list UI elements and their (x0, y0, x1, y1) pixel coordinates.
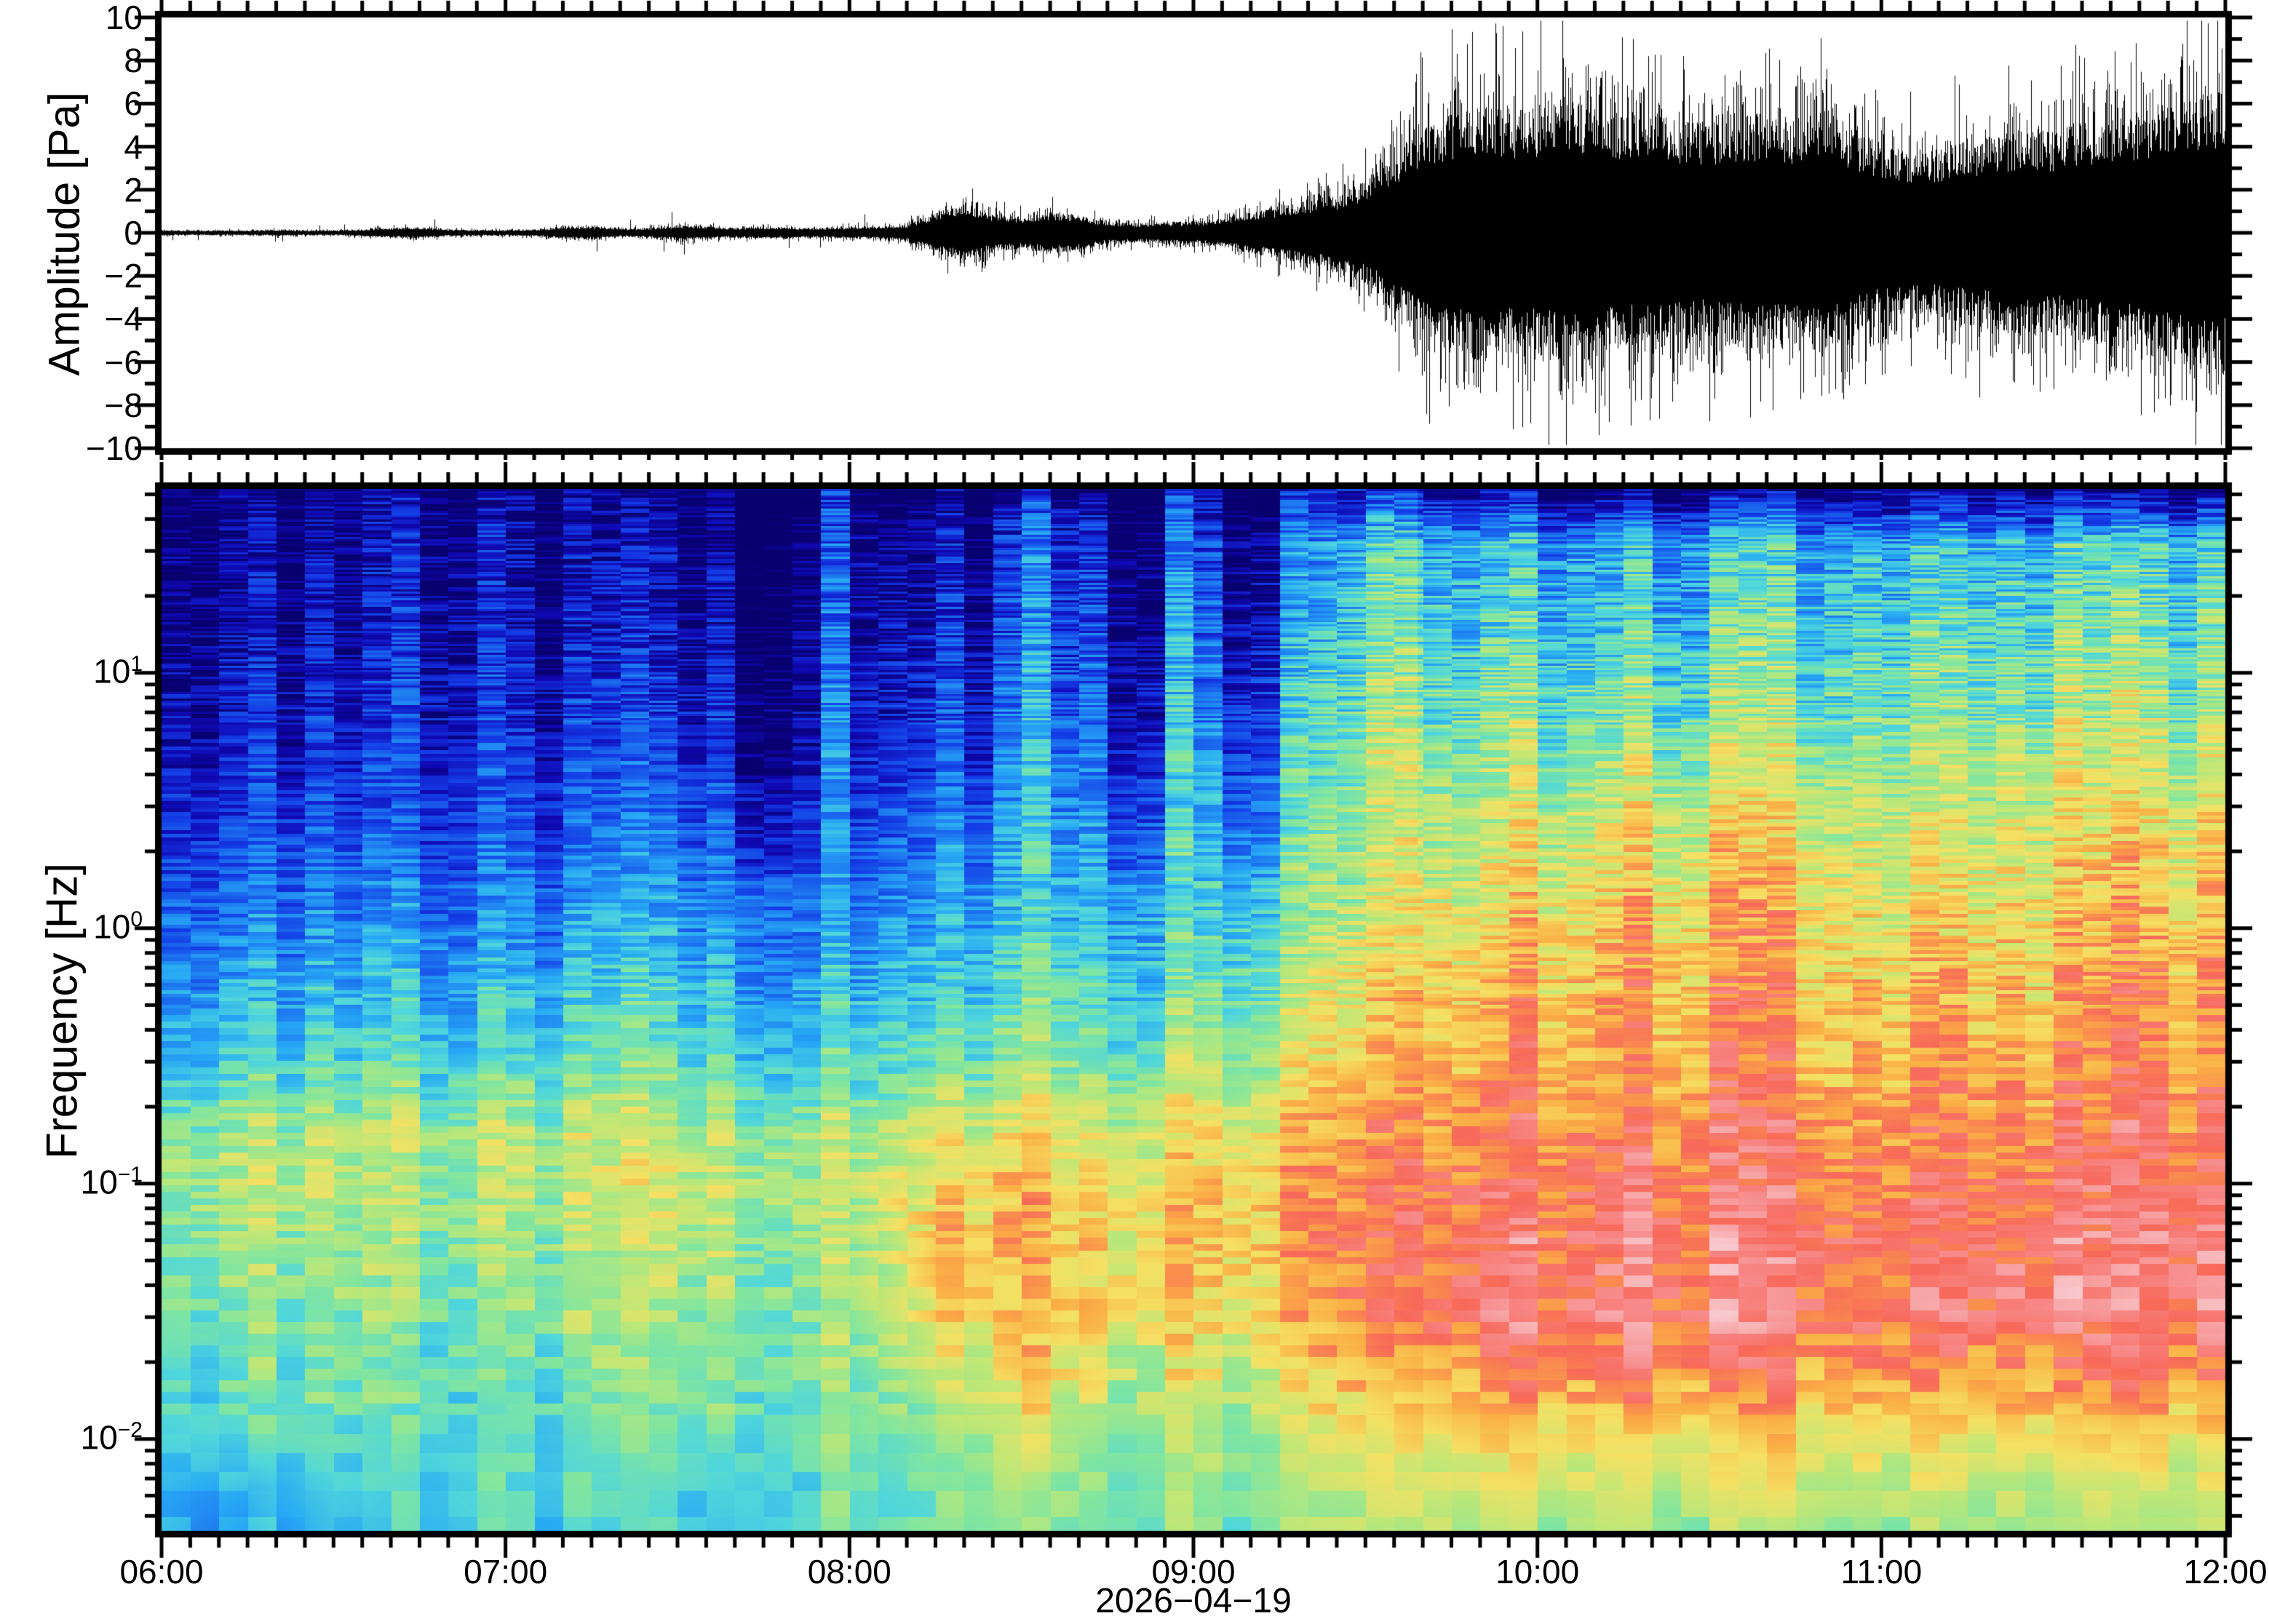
frequency-tick-label: 10−2 (80, 1417, 143, 1457)
time-tick-label: 08:00 (807, 1553, 891, 1591)
time-tick-label: 06:00 (119, 1553, 204, 1591)
time-tick-label: 07:00 (464, 1553, 548, 1591)
amplitude-tick-label: −4 (104, 300, 143, 338)
amplitude-tick-label: −6 (104, 343, 143, 381)
frequency-tick-label: 100 (93, 907, 143, 946)
amplitude-tick-label: 10 (105, 0, 143, 36)
amplitude-tick-label: −8 (104, 386, 143, 424)
amplitude-tick-label: 8 (124, 41, 143, 80)
amplitude-tick-label: 2 (124, 170, 143, 209)
amplitude-tick-label: 0 (124, 214, 143, 252)
time-tick-label: 09:00 (1151, 1553, 1236, 1591)
time-tick-label: 12:00 (2183, 1553, 2268, 1591)
frequency-tick-label: 101 (93, 651, 143, 690)
frequency-tick-label: 10−1 (80, 1162, 143, 1201)
spectrogram-canvas (132, 460, 2254, 1560)
amplitude-tick-label: 6 (124, 84, 143, 123)
waveform-canvas (132, 0, 2254, 477)
amplitude-tick-label: −10 (85, 429, 143, 467)
amplitude-tick-label: −2 (104, 257, 143, 295)
amplitude-tick-label: 4 (124, 127, 143, 166)
time-tick-label: 11:00 (1840, 1553, 1923, 1591)
date-label: 2026−04−19 (1095, 1582, 1292, 1620)
time-tick-label: 10:00 (1495, 1553, 1580, 1591)
